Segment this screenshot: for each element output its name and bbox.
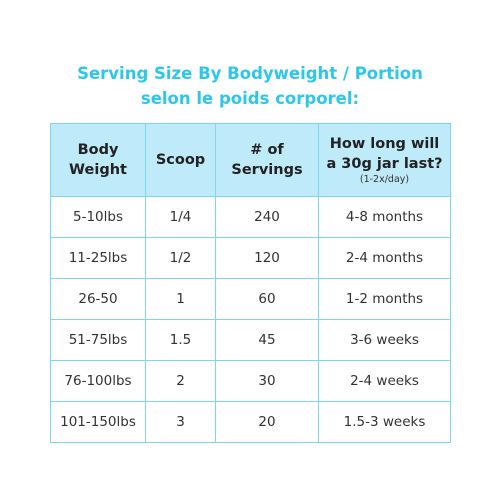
cell-scoop: 1/2 xyxy=(145,237,216,279)
cell-duration: 3-6 weeks xyxy=(318,319,451,361)
cell-scoop: 1 xyxy=(145,278,216,320)
cell-body-weight: 5-10lbs xyxy=(50,196,146,238)
table-row: 11-25lbs 1/2 120 2-4 months xyxy=(50,237,451,279)
cell-body-weight: 11-25lbs xyxy=(50,237,146,279)
table-row: 51-75lbs 1.5 45 3-6 weeks xyxy=(50,319,451,361)
cell-servings: 240 xyxy=(215,196,319,238)
title-line-1: Serving Size By Bodyweight / Portion xyxy=(77,64,423,83)
cell-body-weight: 51-75lbs xyxy=(50,319,146,361)
table-row: 101-150lbs 3 20 1.5-3 weeks xyxy=(50,401,451,443)
cell-body-weight: 76-100lbs xyxy=(50,360,146,402)
cell-servings: 60 xyxy=(215,278,319,320)
cell-scoop: 1/4 xyxy=(145,196,216,238)
cell-scoop: 1.5 xyxy=(145,319,216,361)
header-frequency-note: (1-2x/day) xyxy=(359,174,410,185)
table-row: 5-10lbs 1/4 240 4-8 months xyxy=(50,196,451,238)
cell-duration: 4-8 months xyxy=(318,196,451,238)
cell-scoop: 2 xyxy=(145,360,216,402)
cell-duration: 1.5-3 weeks xyxy=(318,401,451,443)
cell-servings: 120 xyxy=(215,237,319,279)
table-row: 26-50 1 60 1-2 months xyxy=(50,278,451,320)
header-jar-duration: How long will a 30g jar last? (1-2x/day) xyxy=(318,123,451,197)
cell-servings: 30 xyxy=(215,360,319,402)
cell-duration: 2-4 months xyxy=(318,237,451,279)
page-title: Serving Size By Bodyweight / Portion sel… xyxy=(0,61,500,111)
cell-scoop: 3 xyxy=(145,401,216,443)
title-line-2: selon le poids corporel: xyxy=(140,89,360,108)
cell-servings: 45 xyxy=(215,319,319,361)
cell-body-weight: 101-150lbs xyxy=(50,401,146,443)
serving-size-table: Body Weight Scoop # of Servings How long… xyxy=(50,123,451,443)
cell-body-weight: 26-50 xyxy=(50,278,146,320)
table-header-row: Body Weight Scoop # of Servings How long… xyxy=(50,123,451,197)
header-scoop: Scoop xyxy=(145,123,216,197)
table-row: 76-100lbs 2 30 2-4 weeks xyxy=(50,360,451,402)
header-servings: # of Servings xyxy=(215,123,319,197)
cell-duration: 1-2 months xyxy=(318,278,451,320)
cell-servings: 20 xyxy=(215,401,319,443)
header-body-weight: Body Weight xyxy=(50,123,146,197)
cell-duration: 2-4 weeks xyxy=(318,360,451,402)
